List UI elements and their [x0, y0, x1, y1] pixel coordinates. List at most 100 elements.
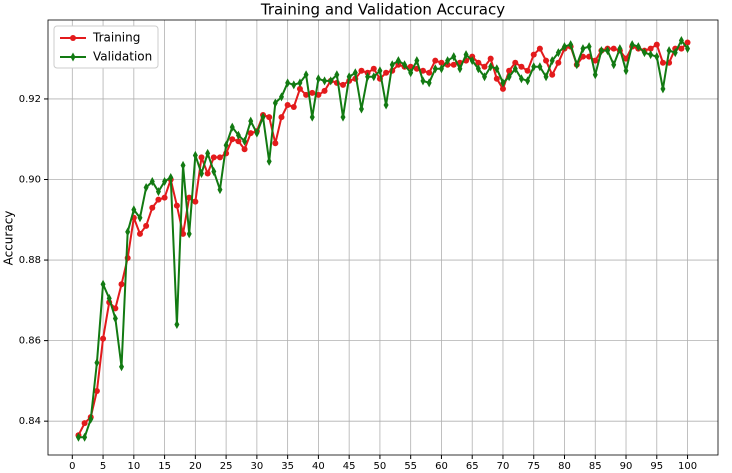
point — [155, 196, 162, 203]
point — [377, 66, 383, 76]
point — [383, 69, 390, 76]
point — [408, 68, 414, 78]
point — [543, 72, 549, 82]
point — [322, 76, 328, 86]
point — [162, 177, 168, 187]
point — [346, 72, 352, 82]
point — [93, 387, 100, 394]
point — [432, 64, 438, 74]
point — [173, 202, 180, 209]
point — [475, 64, 481, 74]
point — [395, 56, 401, 66]
point — [340, 112, 346, 122]
x-tick-label: 85 — [589, 461, 602, 472]
y-tick-label: 0.92 — [19, 94, 41, 105]
point — [685, 44, 691, 54]
point — [118, 281, 125, 288]
point — [457, 64, 463, 74]
point — [303, 91, 310, 98]
point — [586, 42, 592, 52]
point — [678, 36, 684, 46]
point — [654, 52, 660, 62]
point — [180, 230, 187, 237]
point — [475, 59, 482, 66]
point — [592, 57, 599, 64]
point — [592, 70, 598, 80]
point — [186, 194, 193, 201]
point — [100, 279, 106, 289]
point — [112, 313, 118, 323]
point — [119, 362, 125, 372]
x-tick-label: 55 — [404, 461, 417, 472]
point — [272, 140, 279, 147]
point — [235, 138, 242, 145]
point — [291, 80, 297, 90]
point — [518, 74, 524, 84]
point — [537, 62, 543, 72]
point — [192, 198, 199, 205]
point — [94, 358, 100, 368]
point — [420, 76, 426, 86]
point — [315, 74, 321, 84]
point — [623, 66, 629, 76]
point — [254, 128, 260, 138]
point — [653, 41, 660, 48]
point — [678, 45, 685, 52]
point — [278, 114, 285, 121]
x-tick-label: 10 — [127, 461, 140, 472]
point — [469, 56, 475, 66]
x-tick-label: 40 — [312, 461, 325, 472]
point — [168, 172, 174, 182]
point — [309, 112, 315, 122]
point — [402, 60, 408, 70]
legend-marker — [70, 52, 76, 62]
point — [524, 67, 531, 74]
y-tick-label: 0.84 — [19, 416, 41, 427]
point — [426, 69, 433, 76]
point — [389, 60, 395, 70]
point — [414, 56, 420, 66]
point — [340, 81, 347, 88]
point — [438, 59, 445, 66]
point — [530, 51, 537, 58]
point — [100, 335, 107, 342]
point — [204, 170, 211, 177]
point — [494, 64, 500, 74]
point — [217, 185, 223, 195]
x-tick-label: 50 — [374, 461, 387, 472]
point — [605, 46, 611, 56]
point — [512, 59, 519, 66]
point — [241, 146, 248, 153]
point — [635, 42, 641, 52]
x-tick-label: 45 — [343, 461, 356, 472]
point — [112, 305, 119, 312]
point — [580, 44, 586, 54]
point — [450, 61, 457, 68]
point — [125, 227, 131, 237]
plot-frame — [47, 19, 719, 456]
x-tick-label: 70 — [497, 461, 510, 472]
point — [568, 40, 574, 50]
point — [549, 56, 555, 66]
point — [536, 45, 543, 52]
point — [309, 89, 316, 96]
point — [149, 204, 156, 211]
series-line — [78, 38, 689, 439]
x-tick-label: 100 — [678, 461, 697, 472]
point — [371, 72, 377, 82]
point — [358, 67, 365, 74]
point — [216, 154, 223, 161]
point — [247, 130, 254, 137]
x-tick-label: 80 — [558, 461, 571, 472]
point — [506, 67, 513, 74]
y-tick-label: 0.88 — [19, 255, 41, 266]
point — [383, 100, 389, 110]
legend-label: Training — [92, 31, 140, 45]
point — [205, 148, 211, 158]
point — [211, 166, 217, 176]
x-tick-label: 20 — [189, 461, 202, 472]
point — [296, 85, 303, 92]
point — [493, 75, 500, 82]
point — [512, 64, 518, 74]
